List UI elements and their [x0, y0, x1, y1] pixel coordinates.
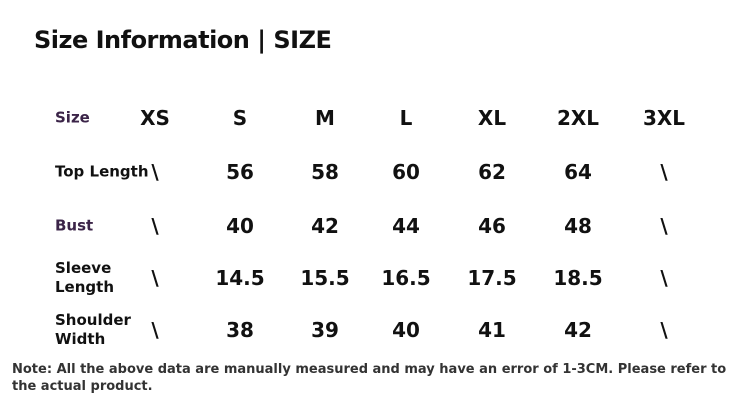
size-header: 2XL [556, 106, 600, 130]
measurement: 14.5 [215, 266, 265, 290]
size-header: S [232, 106, 248, 130]
size-header: 3XL [642, 106, 686, 130]
header-label: Size [55, 108, 90, 127]
row-label: Top Length [55, 162, 149, 181]
measurement: \ [660, 266, 668, 290]
row-label: Bust [55, 216, 94, 235]
size-header: M [315, 106, 335, 130]
measurement: \ [660, 318, 668, 342]
note: Note: All the above data are manually me… [12, 362, 727, 394]
measurement: \ [151, 214, 159, 238]
measurement: 42 [311, 214, 339, 238]
measurement: 46 [478, 214, 506, 238]
measurement: 56 [226, 160, 254, 184]
measurement: \ [151, 160, 159, 184]
measurement: 17.5 [467, 266, 517, 290]
measurement: 64 [564, 160, 592, 184]
row-label: Shoulder Width [55, 311, 131, 348]
measurement: 38 [226, 318, 254, 342]
row-label: Sleeve Length [55, 259, 114, 296]
measurement: 40 [392, 318, 420, 342]
measurement: 60 [392, 160, 420, 184]
measurement: 39 [311, 318, 339, 342]
size-header: XS [140, 106, 170, 130]
measurement: 16.5 [381, 266, 431, 290]
size-header: XL [477, 106, 507, 130]
measurement: 41 [478, 318, 506, 342]
title: Size Information | SIZE [34, 26, 332, 54]
measurement: \ [660, 214, 668, 238]
measurement: \ [660, 160, 668, 184]
measurement: 48 [564, 214, 592, 238]
size-header: L [399, 106, 413, 130]
measurement: 18.5 [553, 266, 603, 290]
measurement: 58 [311, 160, 339, 184]
measurement: 15.5 [300, 266, 350, 290]
measurement: 40 [226, 214, 254, 238]
measurement: \ [151, 318, 159, 342]
measurement: 42 [564, 318, 592, 342]
measurement: \ [151, 266, 159, 290]
measurement: 44 [392, 214, 420, 238]
measurement: 62 [478, 160, 506, 184]
